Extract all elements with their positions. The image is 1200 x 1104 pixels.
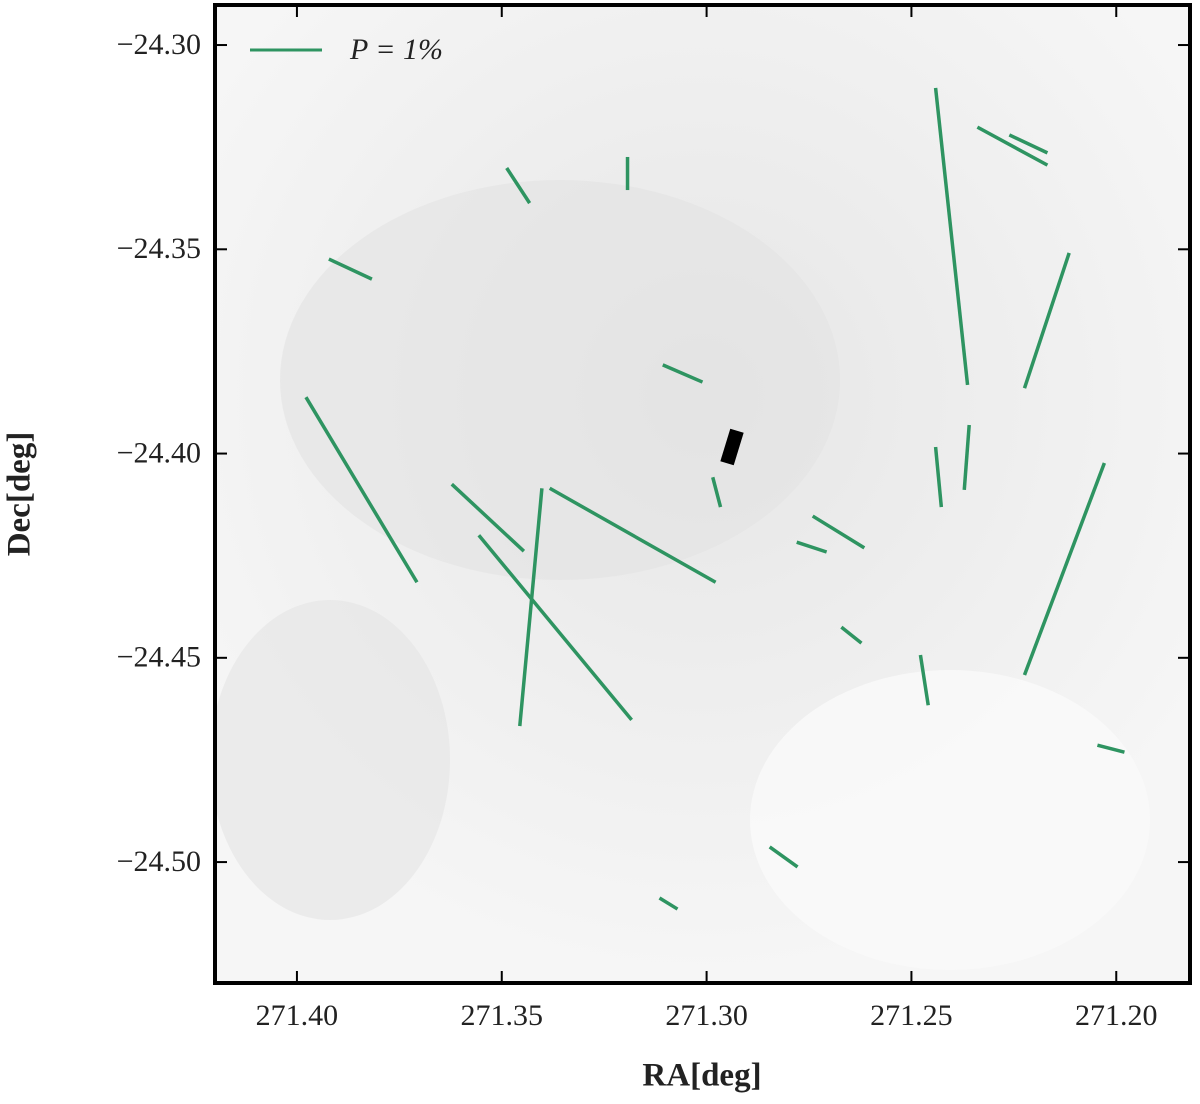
polarization-vector: [1096, 743, 1125, 754]
source-marker: [720, 428, 744, 466]
y-tick-label: −24.30: [117, 28, 201, 61]
plot-frame: [213, 3, 1192, 985]
polarization-vector: [328, 257, 373, 281]
polarization-vector: [548, 486, 717, 584]
polarization-vector: [976, 125, 1049, 167]
sky-image: [215, 5, 1190, 983]
polarization-vector: [1022, 252, 1071, 389]
y-tick-label: −24.50: [117, 845, 201, 878]
x-tick-label: 271.20: [1075, 999, 1158, 1032]
y-tick-label: −24.35: [117, 232, 201, 265]
legend-label: P = 1%: [349, 33, 443, 66]
polarization-vector: [662, 363, 704, 384]
polarization-vector: [768, 845, 799, 869]
polarization-vector: [933, 87, 970, 386]
polarization-vector: [918, 654, 930, 706]
x-tick-label: 271.25: [870, 999, 953, 1032]
polarization-vector: [962, 424, 971, 491]
polarization-vector: [1008, 133, 1049, 155]
x-tick-label: 271.30: [665, 999, 748, 1032]
polarization-vector: [811, 514, 866, 550]
polarization-vector: [450, 482, 526, 553]
y-axis-title: Dec[deg]: [2, 432, 38, 557]
x-tick-label: 271.40: [256, 999, 339, 1032]
polarization-vector: [796, 540, 828, 554]
polarization-vector: [477, 534, 633, 722]
polarization-vector: [304, 396, 419, 584]
polarization-vector: [505, 167, 532, 205]
x-axis-title: RA[deg]: [642, 1058, 761, 1094]
polarization-vector: [933, 446, 944, 508]
y-tick-label: −24.45: [117, 641, 201, 674]
y-tick-label: −24.40: [117, 436, 201, 469]
polarization-vector: [840, 625, 863, 645]
polarization-vector: [711, 476, 723, 508]
x-tick-label: 271.35: [461, 999, 544, 1032]
polarization-vector: [1022, 462, 1107, 676]
polarization-vector: [518, 488, 544, 727]
polarization-vector: [658, 896, 679, 911]
